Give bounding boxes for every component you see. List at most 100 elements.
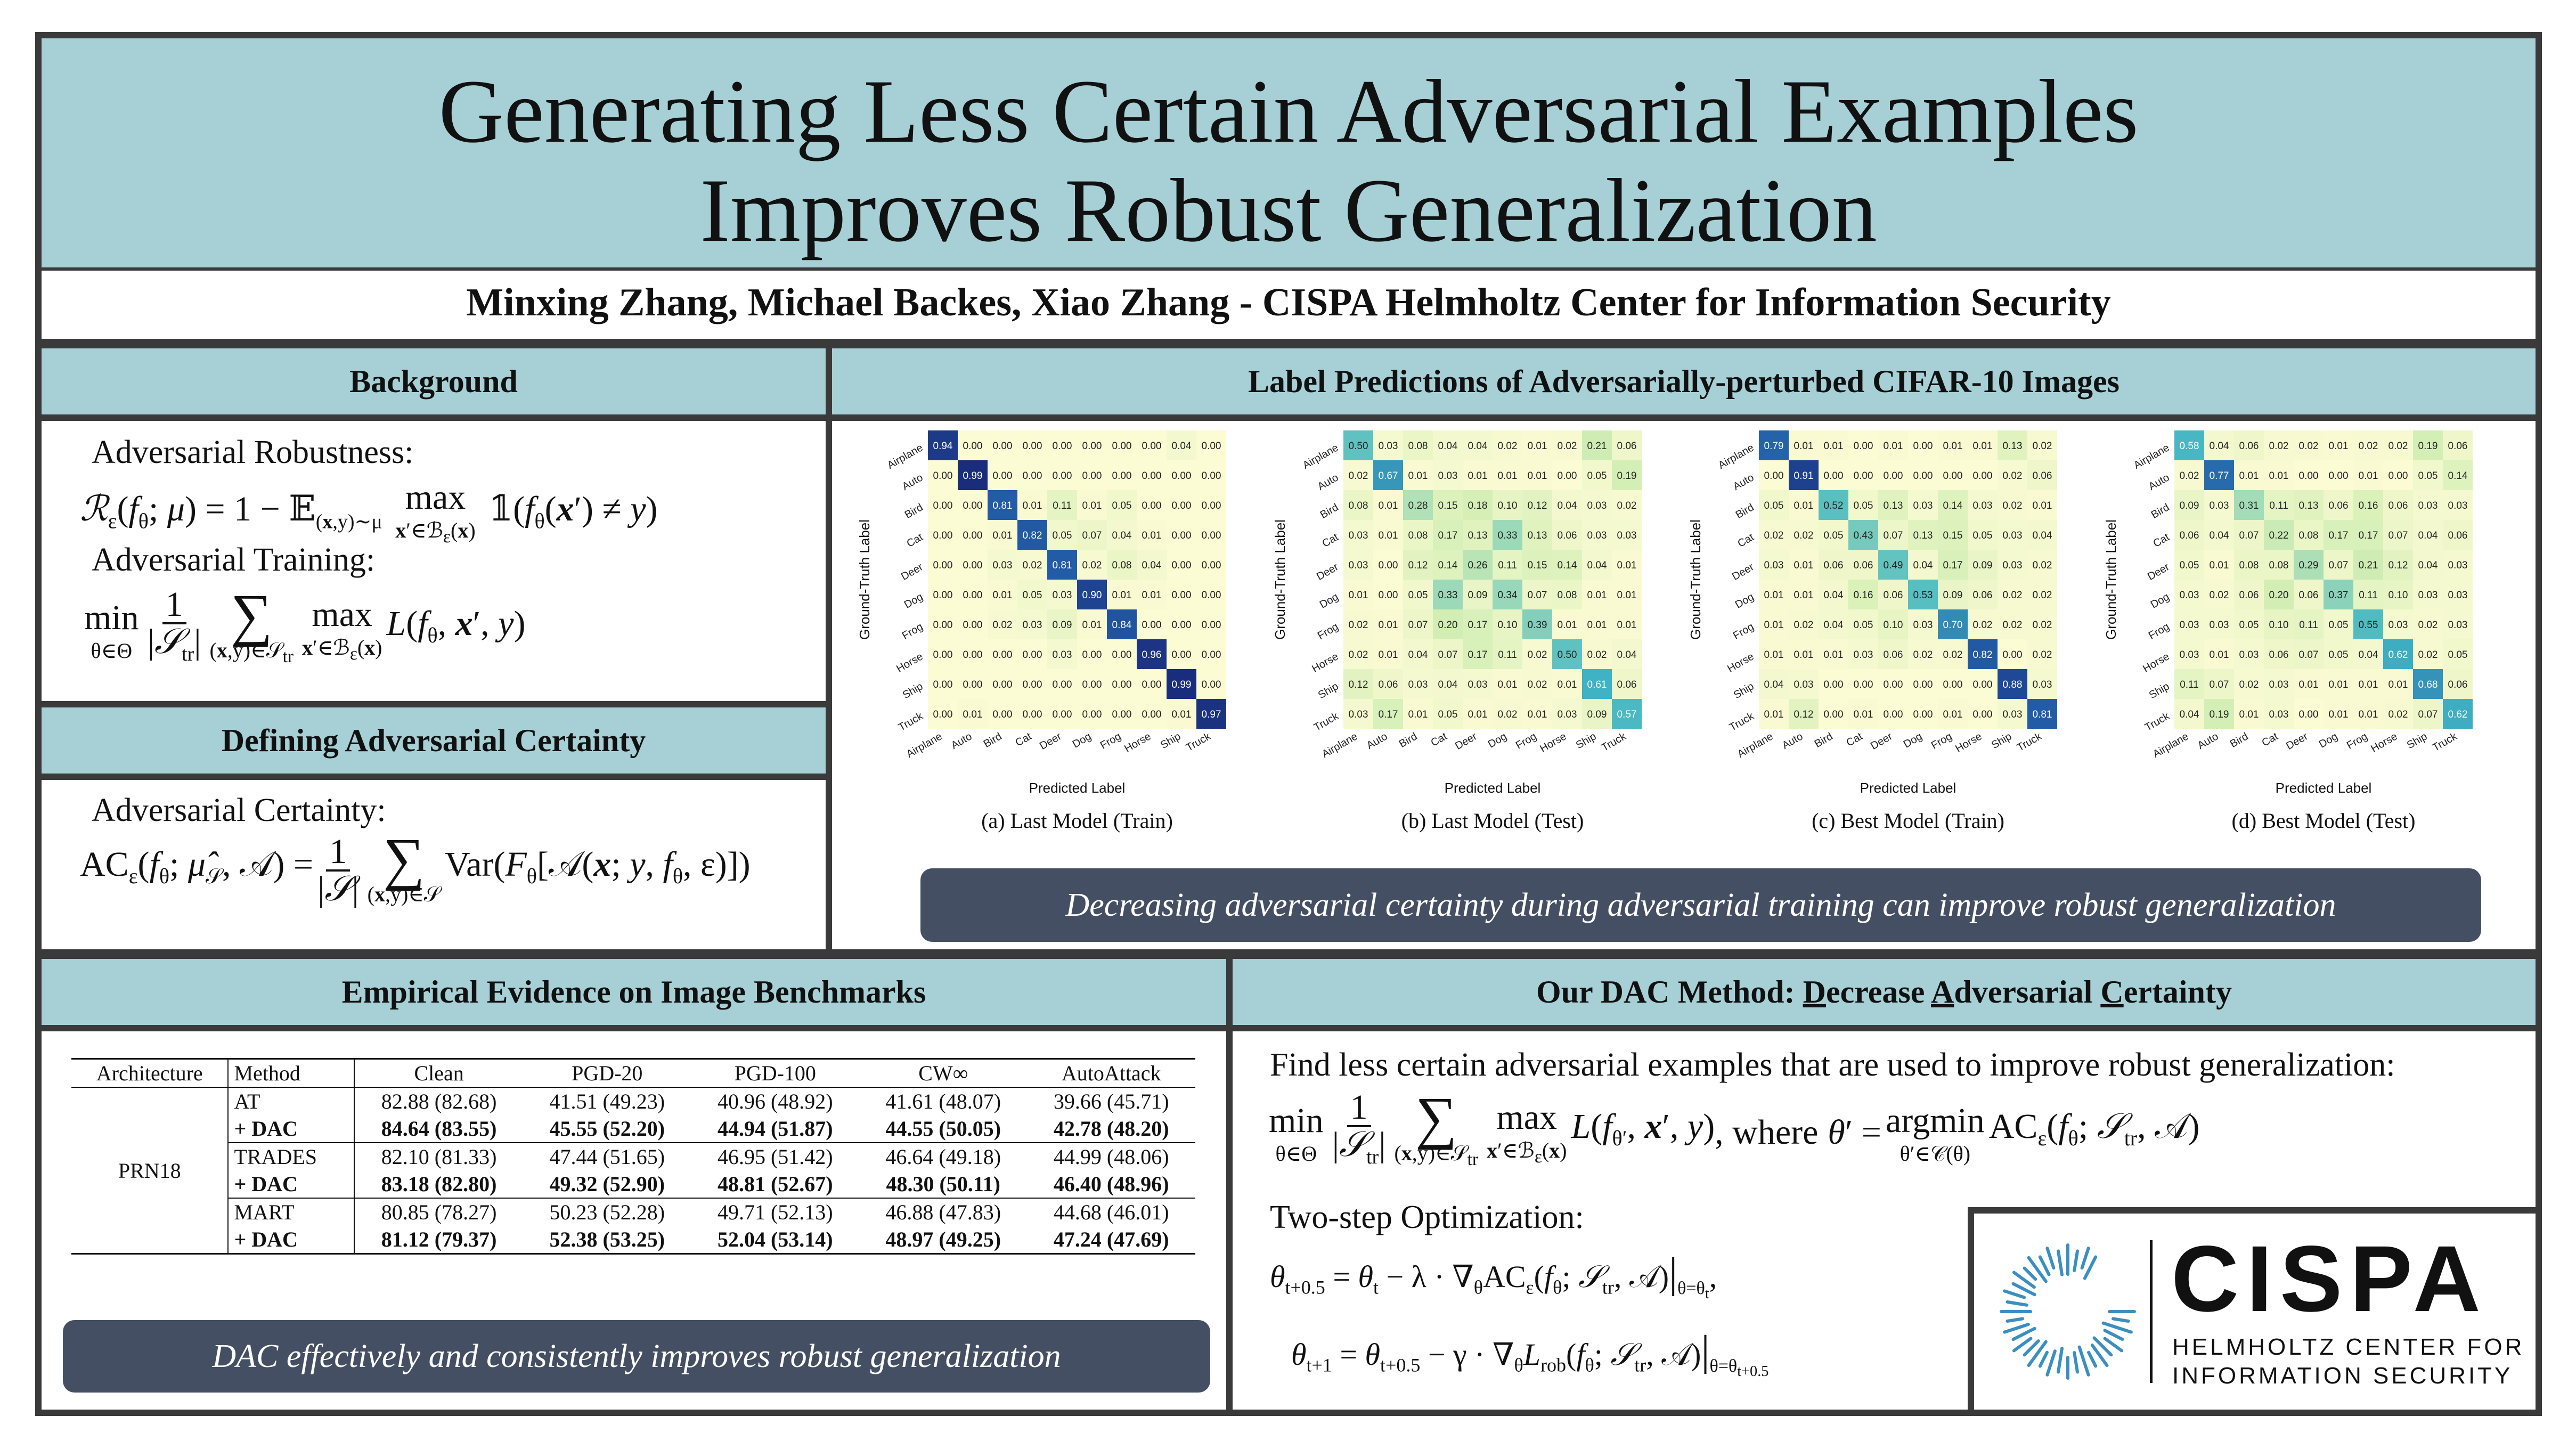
heatmap-cell: [928, 550, 958, 580]
cell-value: 0.05: [1408, 590, 1428, 601]
cell-value: 0.00: [963, 649, 983, 661]
cell-value: 0.00: [1973, 709, 1993, 720]
heatmap-cell: [2413, 460, 2443, 490]
heatmap-cell: [2264, 460, 2294, 490]
cell-value: 0.00: [1202, 590, 1221, 601]
background-header-text: Background: [349, 363, 518, 399]
heatmap-cell: [2353, 609, 2383, 639]
heatmap-cell: [958, 430, 988, 460]
heatmap-cell: [2383, 580, 2413, 609]
heatmap-cell: [2174, 580, 2204, 609]
heatmap-cell: [2443, 460, 2473, 490]
cell-value: 0.05: [2239, 620, 2259, 631]
heatmap-cell: [1938, 430, 1968, 460]
heatmap-cell: [1137, 490, 1167, 520]
heatmap-cell: [2204, 550, 2234, 580]
cell-value: 0.14: [1438, 560, 1458, 571]
heatmap-cell: [2324, 639, 2353, 669]
cell-value: 0.04: [1142, 560, 1162, 571]
cell-value: 0.01: [2239, 709, 2259, 720]
cell-value: 0.00: [1023, 441, 1042, 452]
x-tick-label: Airplane: [904, 730, 944, 760]
value-cell: 46.64 (49.18): [885, 1145, 1001, 1169]
heatmap-cell: [2383, 460, 2413, 490]
cell-value: 0.03: [1617, 530, 1637, 541]
heatmap-cell: [1819, 430, 1848, 460]
heatmap-cell: [1789, 550, 1819, 580]
heatmap-cell: [1612, 580, 1642, 609]
heatmap-cell: [2443, 639, 2473, 669]
cell-value: 0.10: [1498, 500, 1518, 511]
heatmap-cell: [1759, 490, 1789, 520]
heatmap-cell: [2294, 699, 2324, 729]
heatmap-cell: [1047, 699, 1077, 729]
heatmap-cell: [1137, 609, 1167, 639]
cell-value: 0.01: [2210, 560, 2229, 571]
heatmap-cell: [928, 699, 958, 729]
cell-value: 0.16: [1854, 590, 1873, 601]
cell-value: 0.03: [1349, 709, 1368, 720]
heatmap-cell: [1137, 580, 1167, 609]
cell-value: 0.00: [963, 530, 983, 541]
heatmap-cell: [2324, 550, 2353, 580]
heatmap-cell: [1908, 639, 1938, 669]
heatmap-cell: [1938, 699, 1968, 729]
heatmap-cell: [2234, 520, 2264, 550]
value-cell: 41.51 (49.23): [549, 1089, 665, 1113]
cell-value: 0.07: [2239, 530, 2259, 541]
heatmap-cell: [1493, 669, 1522, 699]
cell-value: 0.01: [1142, 590, 1162, 601]
method-cell: + DAC: [228, 1170, 355, 1198]
heatmap-cell: [1463, 580, 1493, 609]
x-tick-label: Horse: [1953, 730, 1984, 755]
heatmap-cell: [2027, 580, 2057, 609]
heatmap-cell: [2027, 669, 2057, 699]
cell-value: 0.61: [1587, 679, 1607, 690]
cell-value: 0.02: [1943, 649, 1963, 661]
cell-value: 0.12: [1349, 679, 1368, 690]
heatmap-cell: [1077, 490, 1107, 520]
heatmap-cell: [1552, 550, 1582, 580]
heatmap-cell: [2413, 580, 2443, 609]
heatmap-cell: [1968, 520, 1998, 550]
value-cell: 48.30 (50.11): [886, 1172, 1000, 1196]
cell-value: 0.00: [1202, 679, 1221, 690]
heatmap-cell: [2234, 580, 2264, 609]
cell-value: 0.67: [1379, 470, 1398, 482]
heatmap-cell: [2204, 580, 2234, 609]
heatmap-cell: [1819, 669, 1848, 699]
step-1-formula: θt+0.5 = θt − λ · ∇θACε(fθ; 𝒮tr, 𝒜)|θ=θt…: [1270, 1250, 1717, 1302]
cell-value: 0.00: [1112, 709, 1132, 720]
cell-value: 0.00: [993, 709, 1013, 720]
cell-value: 0.02: [1587, 649, 1607, 661]
heatmap-cell: [1077, 699, 1107, 729]
heatmap-cell: [1789, 580, 1819, 609]
heatmap-cell: [2174, 460, 2204, 490]
heatmap-cell: [1403, 580, 1433, 609]
heatmap-cell: [1493, 520, 1522, 550]
table-row: TRADES 82.10 (81.33) 47.44 (51.65) 46.95…: [71, 1143, 1195, 1170]
certainty-banner: Decreasing adversarial certainty during …: [920, 868, 2481, 942]
cell-value: 0.43: [1854, 530, 1873, 541]
cell-value: 0.00: [1379, 560, 1398, 571]
cell-value: 0.17: [1379, 709, 1398, 720]
y-tick-label: Ship: [1732, 680, 1756, 701]
cell-value: 0.02: [2033, 620, 2052, 631]
cell-value: 0.01: [1172, 709, 1192, 720]
heatmap-cell: [2027, 430, 2057, 460]
cell-value: 0.02: [1349, 649, 1368, 661]
y-tick-label: Horse: [1310, 650, 1340, 675]
y-tick-label: Auto: [2147, 471, 2172, 493]
heatmap-cell: [1522, 609, 1552, 639]
method-cell: TRADES: [228, 1143, 355, 1170]
cell-value: 0.10: [1884, 620, 1903, 631]
heatmap-cell: [1908, 580, 1938, 609]
cell-value: 0.00: [1112, 649, 1132, 661]
heatmap-cell: [2234, 460, 2264, 490]
cell-value: 0.03: [2448, 560, 2468, 571]
heatmap-cell: [2027, 639, 2057, 669]
cell-value: 0.04: [1558, 500, 1577, 511]
logo-ray: [2023, 1266, 2037, 1281]
cell-value: 0.15: [1528, 560, 1547, 571]
cell-value: 0.03: [1379, 441, 1398, 452]
